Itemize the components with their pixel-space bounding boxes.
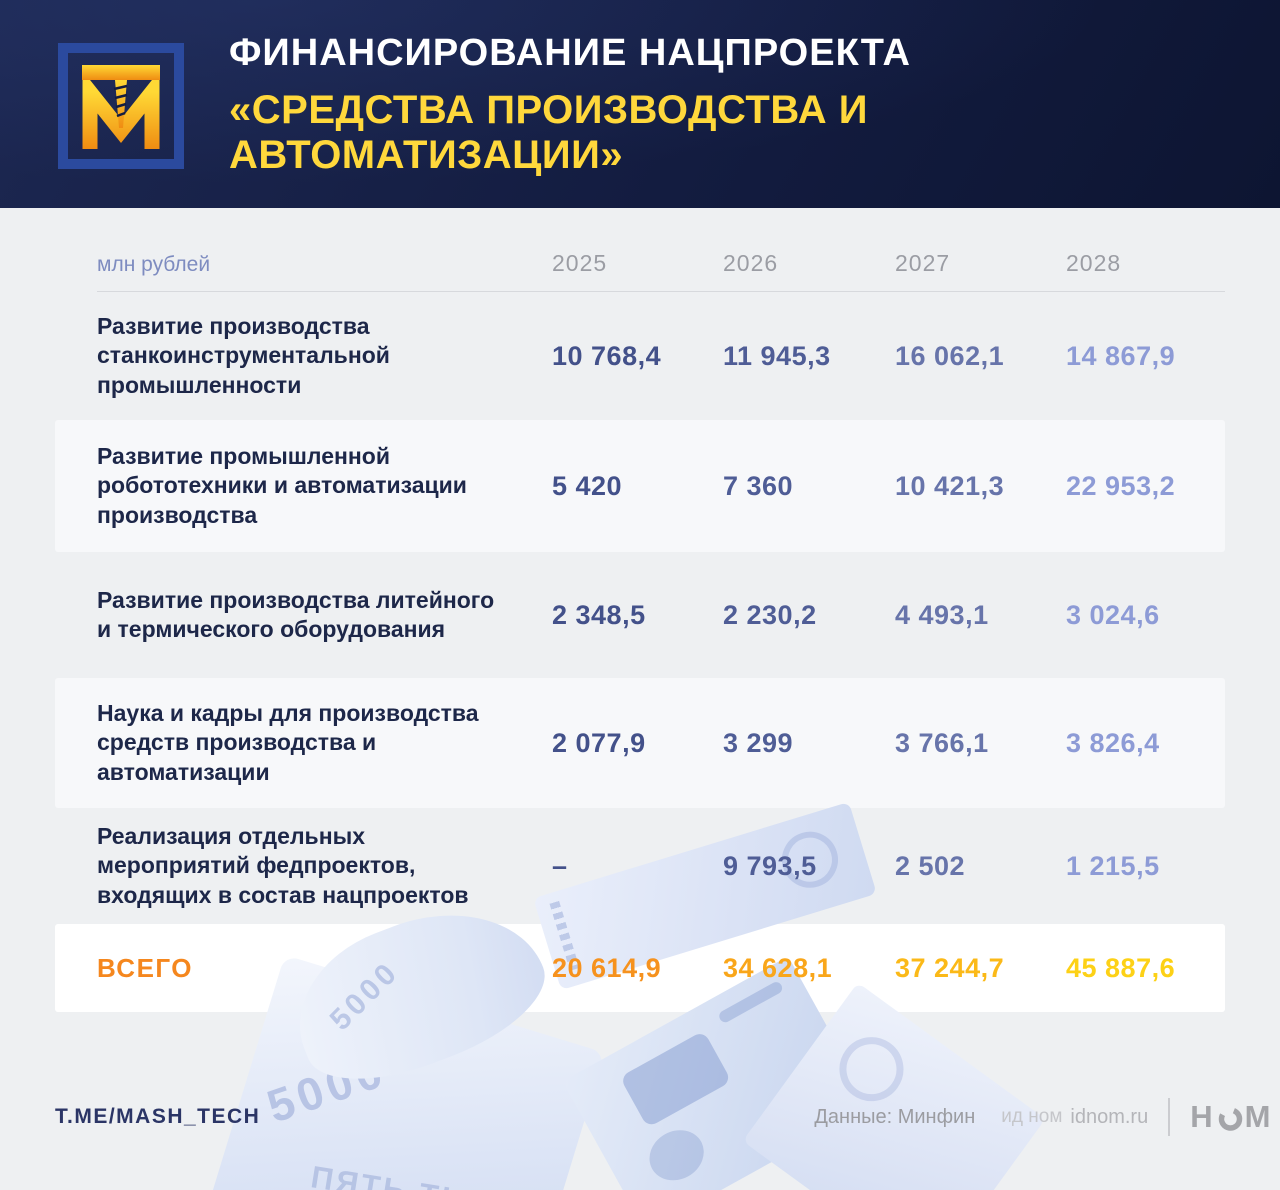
row-value-2027: 3 766,1 [895,727,989,758]
year-column-2028: 2028 [1066,250,1122,276]
idnom-label: ид ном [1001,1106,1063,1127]
footer: T.ME/MASH_TECH Данные: Минфин ид ном idn… [55,1098,1270,1136]
telegram-channel-link[interactable]: T.ME/MASH_TECH [55,1105,261,1128]
total-value-2025: 20 614,9 [552,952,662,983]
row-value-2025: 5 420 [552,470,623,501]
total-label: ВСЕГО [97,952,194,983]
row-label: Развитие производства литейного и термич… [97,586,495,642]
row-value-2027: 4 493,1 [895,599,989,630]
idnom-site-link[interactable]: idnom.ru [1070,1105,1149,1128]
row-value-2026: 11 945,3 [723,340,831,371]
row-label: Наука и кадры для производства средств п… [97,700,479,785]
row-value-2025: – [552,850,568,881]
banknote-watermark: ПЯТЬ ТЫСЯЧ [308,1159,551,1190]
row-value-2026: 3 299 [723,727,794,758]
row-value-2025: 2 348,5 [552,599,646,630]
table-row: Развитие промышленной робототехники и ав… [55,420,1225,552]
row-value-2028: 22 953,2 [1066,470,1176,501]
table-row: Реализация отдельных мероприятий федпрое… [55,808,1225,924]
row-value-2028: 3 826,4 [1066,727,1160,758]
page-title: ФИНАНСИРОВАНИЕ НАЦПРОЕКТА «СРЕДСТВА ПРОИ… [229,32,1220,178]
vertical-divider [1168,1098,1171,1136]
table-header-row: млн рублей 2025 2026 2027 2028 [97,208,1225,292]
data-source-label: Данные: Минфин [814,1105,976,1128]
year-column-2025: 2025 [552,250,608,276]
table-row: Развитие производства станкоинструментал… [55,292,1225,420]
row-label: Развитие промышленной робототехники и ав… [97,443,467,528]
row-value-2027: 10 421,3 [895,470,1005,501]
mash-tech-logo-icon [58,43,184,169]
row-value-2028: 14 867,9 [1066,340,1176,371]
year-column-2026: 2026 [723,250,779,276]
total-value-2028: 45 887,6 [1066,952,1176,983]
row-value-2026: 7 360 [723,470,794,501]
row-value-2026: 9 793,5 [723,850,817,881]
total-value-2027: 37 244,7 [895,952,1005,983]
table-total-row: ВСЕГО 20 614,9 34 628,1 37 244,7 45 887,… [55,924,1225,1012]
row-value-2025: 2 077,9 [552,727,646,758]
nom-logo-m: М [1244,1099,1273,1134]
banknote-detail [640,1120,713,1190]
table-row: Развитие производства литейного и термич… [55,552,1225,678]
unit-label: млн рублей [97,253,211,276]
total-value-2026: 34 628,1 [723,952,833,983]
nom-logo-h: Н [1190,1099,1215,1134]
financing-table: млн рублей 2025 2026 2027 2028 Развитие … [0,208,1280,1012]
row-value-2028: 3 024,6 [1066,599,1160,630]
nom-logo: Н М [1190,1099,1272,1135]
table-row: Наука и кадры для производства средств п… [55,678,1225,808]
row-value-2026: 2 230,2 [723,599,817,630]
title-line-2: «СРЕДСТВА ПРОИЗВОДСТВА И АВТОМАТИЗАЦИИ» [229,88,868,177]
year-column-2027: 2027 [895,250,951,276]
header-banner: ФИНАНСИРОВАНИЕ НАЦПРОЕКТА «СРЕДСТВА ПРОИ… [0,0,1280,208]
nom-logo-o-icon [1218,1107,1242,1131]
banknote-detail [619,1030,732,1128]
row-value-2027: 2 502 [895,850,966,881]
row-label: Реализация отдельных мероприятий федпрое… [97,823,469,908]
row-label: Развитие производства станкоинструментал… [97,313,390,398]
row-value-2027: 16 062,1 [895,340,1005,371]
row-value-2025: 10 768,4 [552,340,662,371]
title-line-1: ФИНАНСИРОВАНИЕ НАЦПРОЕКТА [229,32,911,74]
row-value-2028: 1 215,5 [1066,850,1160,881]
banknote-seal-icon [826,1024,917,1114]
